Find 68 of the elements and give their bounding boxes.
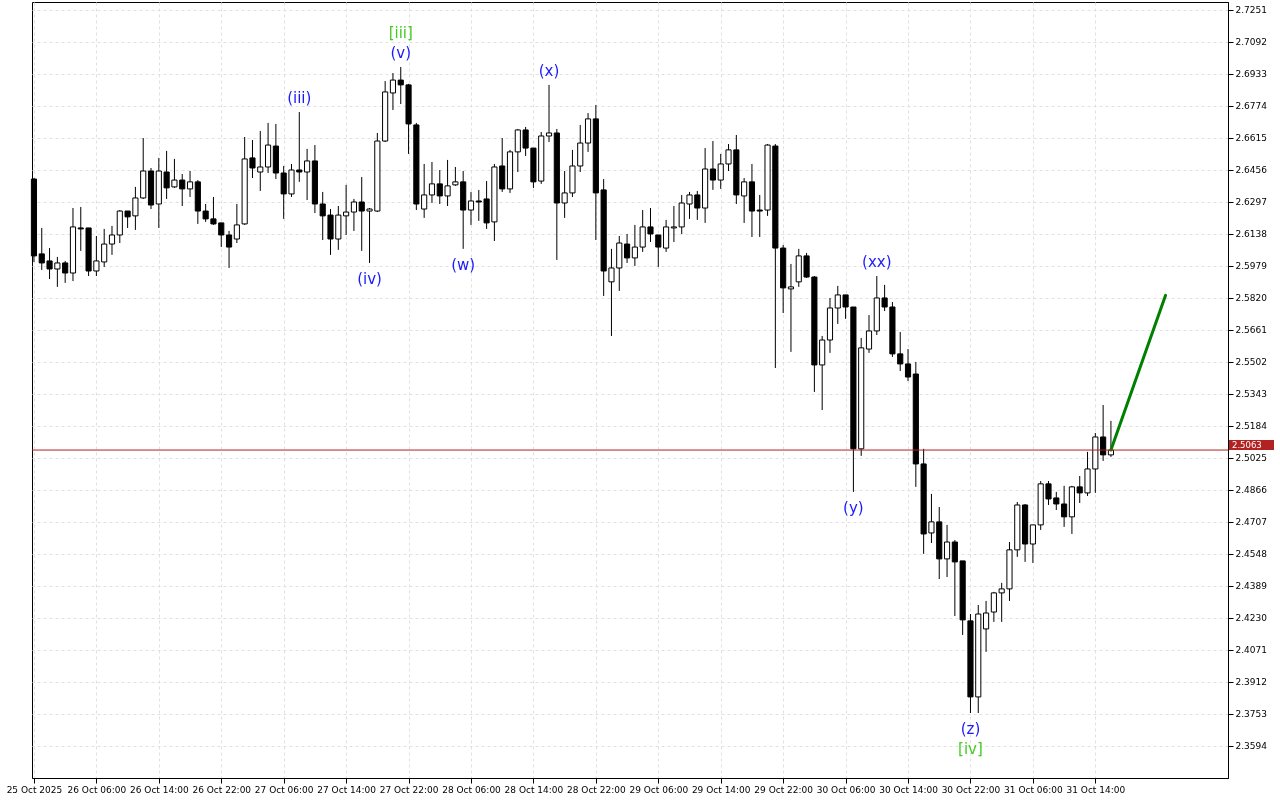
y-tick-label: 2.4071 xyxy=(1235,645,1267,656)
y-tick-label: 2.6615 xyxy=(1235,133,1267,144)
x-tick-label: 29 Oct 06:00 xyxy=(629,784,689,795)
y-tick-label: 2.3753 xyxy=(1235,709,1267,720)
y-tick-label: 2.6933 xyxy=(1235,69,1267,80)
y-tick-label: 2.4707 xyxy=(1235,517,1267,528)
ref-line-label: 2.5063 xyxy=(1232,440,1262,451)
annotation: (xx) xyxy=(862,253,892,272)
y-tick-label: 2.5979 xyxy=(1235,261,1268,272)
y-tick-label: 2.4866 xyxy=(1235,485,1268,496)
annotation: (iii) xyxy=(287,89,312,108)
candlestick xyxy=(982,600,990,653)
y-tick-label: 2.6774 xyxy=(1235,101,1268,112)
x-tick-label: 30 Oct 06:00 xyxy=(816,784,876,795)
x-tick-label: 29 Oct 14:00 xyxy=(691,784,751,795)
x-tick-label: 27 Oct 14:00 xyxy=(317,784,377,795)
x-tick-label: 28 Oct 06:00 xyxy=(442,784,502,795)
annotation: [iii] xyxy=(388,23,413,42)
y-tick-label: 2.4230 xyxy=(1235,613,1268,624)
candlestick xyxy=(467,191,475,226)
candlestick xyxy=(787,263,795,353)
candlestick xyxy=(186,170,194,198)
candlestick xyxy=(943,524,951,578)
y-tick-label: 2.6297 xyxy=(1235,197,1267,208)
annotation: (w) xyxy=(451,255,476,274)
x-tick-label: 31 Oct 06:00 xyxy=(1004,784,1063,795)
x-tick-label: 30 Oct 14:00 xyxy=(879,784,939,795)
x-tick-label: 26 Oct 14:00 xyxy=(129,784,189,795)
x-tick-label: 25 Oct 2025 xyxy=(6,784,63,795)
candlestick xyxy=(428,161,436,204)
y-tick-label: 2.5820 xyxy=(1235,293,1268,304)
candlestick xyxy=(265,122,272,174)
annotation: (iv) xyxy=(357,269,382,288)
candlestick xyxy=(904,348,912,382)
x-tick-label: 31 Oct 14:00 xyxy=(1066,784,1126,795)
y-tick-label: 2.5184 xyxy=(1235,421,1268,432)
y-tick-label: 2.3912 xyxy=(1235,677,1267,688)
candlestick xyxy=(389,72,397,111)
candlestick xyxy=(350,198,357,232)
y-tick-label: 2.5343 xyxy=(1235,389,1267,400)
y-tick-label: 2.3594 xyxy=(1235,741,1268,752)
x-tick-label: 26 Oct 06:00 xyxy=(67,784,127,795)
y-tick-label: 2.7251 xyxy=(1235,5,1267,16)
candlestick xyxy=(545,84,553,143)
candlestick xyxy=(108,225,116,256)
x-tick-label: 28 Oct 22:00 xyxy=(567,784,626,795)
candlestick xyxy=(865,314,873,354)
x-tick-label: 27 Oct 22:00 xyxy=(379,784,439,795)
y-tick-label: 2.7092 xyxy=(1235,37,1267,48)
y-tick-label: 2.5661 xyxy=(1235,325,1267,336)
x-tick-label: 30 Oct 22:00 xyxy=(941,784,1001,795)
y-tick-label: 2.4389 xyxy=(1235,581,1268,592)
annotation: (x) xyxy=(538,61,560,80)
candlestick xyxy=(225,230,233,269)
annotation: (z) xyxy=(960,720,981,739)
annotation: [iv] xyxy=(958,740,983,759)
annotation: (y) xyxy=(843,498,864,517)
annotation: (v) xyxy=(390,43,412,62)
x-tick-label: 27 Oct 06:00 xyxy=(254,784,314,795)
x-tick-label: 28 Oct 14:00 xyxy=(504,784,564,795)
y-tick-label: 2.6138 xyxy=(1235,229,1268,240)
x-tick-label: 26 Oct 22:00 xyxy=(192,784,252,795)
candlestick xyxy=(624,233,631,264)
y-tick-label: 2.5025 xyxy=(1235,453,1267,464)
y-tick-label: 2.5502 xyxy=(1235,357,1267,368)
y-tick-label: 2.6456 xyxy=(1235,165,1268,176)
x-tick-label: 29 Oct 22:00 xyxy=(754,784,814,795)
y-tick-label: 2.4548 xyxy=(1235,549,1268,560)
